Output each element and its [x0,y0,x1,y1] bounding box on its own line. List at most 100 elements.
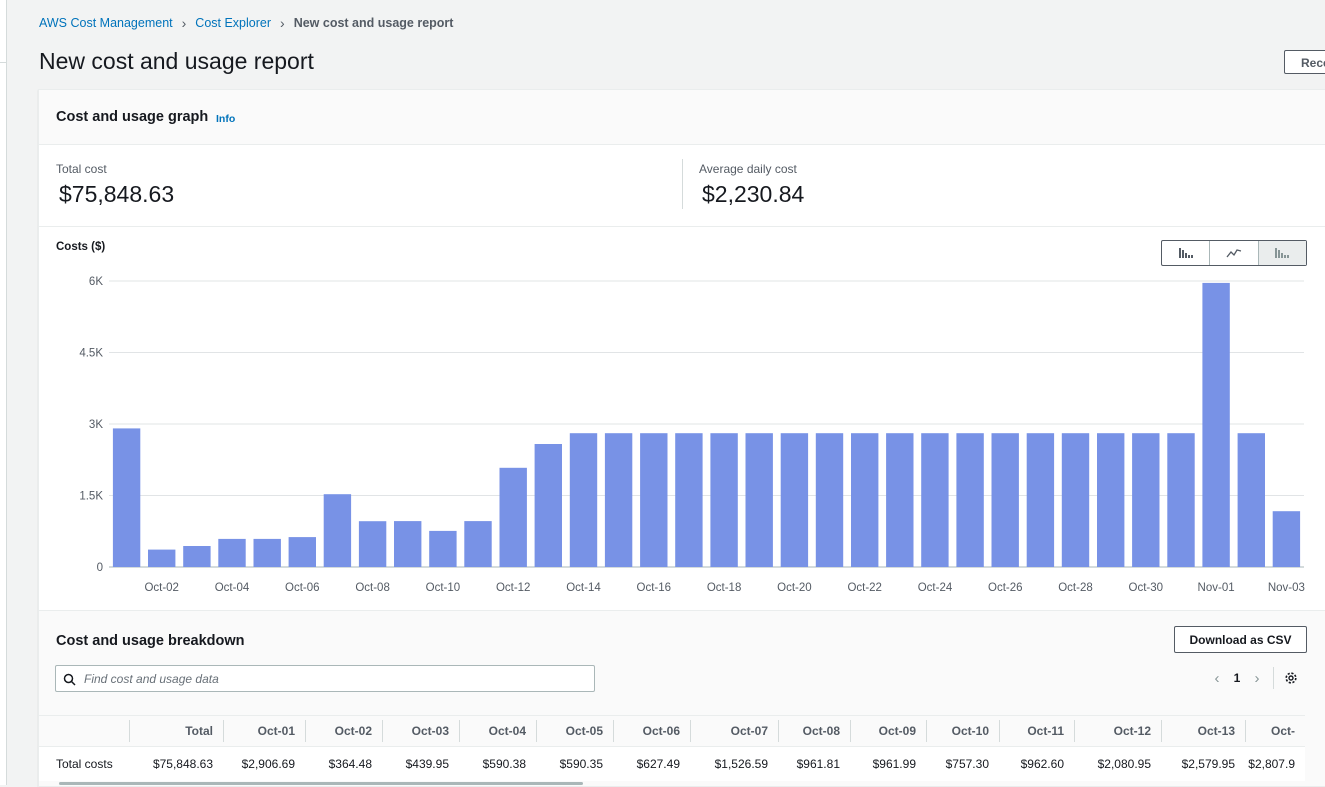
column-header[interactable]: Oct-05 [536,715,613,747]
column-header[interactable]: Total [129,715,223,747]
column-header[interactable]: Oct-11 [999,715,1074,747]
download-csv-button[interactable]: Download as CSV [1174,626,1307,653]
bar-chart-icon[interactable] [1162,241,1211,265]
bar-Oct-21[interactable] [815,433,844,567]
horizontal-scrollbar[interactable] [59,782,583,785]
bar-Oct-04[interactable] [218,538,246,567]
bar-Oct-19[interactable] [745,433,773,567]
bar-Oct-06[interactable] [288,537,316,567]
page-number[interactable]: 1 [1233,671,1241,685]
x-tick-label: Oct-18 [707,582,742,594]
search-field[interactable] [55,665,595,692]
bar-Oct-11[interactable] [464,521,492,567]
stacked-bar-chart-icon[interactable] [1258,241,1306,265]
table-cell: $627.49 [636,757,680,771]
page-title: New cost and usage report [39,48,314,74]
bar-Oct-12[interactable] [499,467,527,567]
line-chart-icon[interactable] [1210,241,1259,265]
bar-Oct-08[interactable] [358,521,387,567]
table-cell: $1,526.59 [714,757,768,771]
bar-Oct-29[interactable] [1097,433,1125,567]
cost-bar-chart: 0 1.5K 3K 4.5K 6K Oct-02 Oct-04 Oct-06 Oct-08 Oct… [79,276,1305,594]
info-link[interactable]: Info [216,113,236,125]
x-tick-label: Oct-26 [988,582,1023,594]
y-tick-label: 1.5K [79,491,103,503]
breadcrumb-cost-explorer[interactable]: Cost Explorer [195,16,272,30]
column-header[interactable]: Oct-10 [926,715,999,747]
table-cell: $590.38 [482,757,526,771]
breadcrumb: AWS Cost Management › Cost Explorer › Ne… [39,15,453,31]
y-tick-label: 0 [97,562,103,574]
x-tick-label: Nov-01 [1198,582,1235,594]
pagination: ‹ 1 › [1207,667,1298,689]
column-header[interactable]: Oct-12 [1074,715,1161,747]
bar-Oct-17[interactable] [675,433,703,567]
column-header[interactable]: Oct-02 [305,715,382,747]
breadcrumb-cost-management[interactable]: AWS Cost Management [39,16,173,30]
bar-Oct-16[interactable] [640,433,668,567]
bar-Oct-07[interactable] [323,494,352,567]
bar-Nov-02[interactable] [1237,433,1265,567]
bar-Oct-15[interactable] [604,433,633,567]
table-cell: $2,080.95 [1097,757,1151,771]
table-cell: $439.95 [405,757,449,771]
bar-Oct-03[interactable] [183,546,211,567]
bar-Oct-23[interactable] [886,433,914,567]
table-cell: $961.81 [796,757,840,771]
column-header[interactable]: Oct-03 [382,715,459,747]
bar-Oct-27[interactable] [1026,433,1055,567]
breakdown-table: Total Oct-01 Oct-02 Oct-03 Oct-04 Oct-05 Oct-0… [39,715,1305,781]
x-tick-label: Oct-28 [1058,582,1093,594]
recommendations-button[interactable]: Rece [1284,50,1325,74]
bar-Oct-18[interactable] [710,433,738,567]
bar-Oct-01[interactable] [112,428,141,567]
bar-Oct-13[interactable] [534,444,562,567]
column-header-blank [39,715,129,747]
bar-Oct-26[interactable] [991,433,1019,567]
average-daily-cost-value: $2,230.84 [702,181,805,207]
y-axis-title: Costs ($) [56,241,106,253]
column-header[interactable]: Oct-09 [850,715,926,747]
table-cell: $364.48 [328,757,372,771]
bar-Nov-01[interactable] [1202,282,1230,567]
table-cell: $2,906.69 [241,757,295,771]
bar-Oct-09[interactable] [394,521,422,567]
column-header[interactable]: Oct-06 [613,715,690,747]
column-header[interactable]: Oct-13 [1161,715,1245,747]
row-label: Total costs [56,757,113,771]
bar-Oct-14[interactable] [569,433,598,567]
x-tick-label: Oct-08 [355,582,390,594]
bar-Oct-10[interactable] [429,530,457,567]
x-tick-label: Oct-10 [426,582,461,594]
column-header[interactable]: Oct-04 [459,715,536,747]
table-cell: $757.30 [945,757,989,771]
table-cell: $962.60 [1020,757,1064,771]
column-header[interactable]: Oct-01 [223,715,305,747]
x-tick-label: Oct-06 [285,582,320,594]
bar-Oct-24[interactable] [921,433,949,567]
bar-Oct-31[interactable] [1167,433,1195,567]
chevron-right-icon: › [181,15,187,31]
x-tick-label: Oct-30 [1129,582,1164,594]
next-page-icon[interactable]: › [1254,669,1260,687]
gear-icon[interactable] [1284,671,1298,685]
x-tick-label: Oct-22 [847,582,882,594]
bar-Oct-25[interactable] [956,433,984,567]
table-cell: $75,848.63 [152,757,213,771]
column-header[interactable]: Oct- [1245,715,1305,747]
x-tick-label: Oct-04 [215,582,250,594]
divider [39,610,1325,611]
column-header[interactable]: Oct-08 [778,715,850,747]
bar-Oct-22[interactable] [851,433,879,567]
x-tick-label: Oct-24 [918,582,953,594]
search-input[interactable] [82,669,586,689]
breakdown-title: Cost and usage breakdown [56,633,245,649]
bar-Oct-30[interactable] [1132,433,1160,567]
bar-Nov-03[interactable] [1272,511,1301,567]
previous-page-icon[interactable]: ‹ [1214,669,1220,687]
bar-Oct-20[interactable] [780,433,809,567]
column-header[interactable]: Oct-07 [690,715,778,747]
bar-Oct-05[interactable] [253,538,281,567]
bar-Oct-28[interactable] [1061,433,1090,567]
bar-Oct-02[interactable] [148,549,176,567]
